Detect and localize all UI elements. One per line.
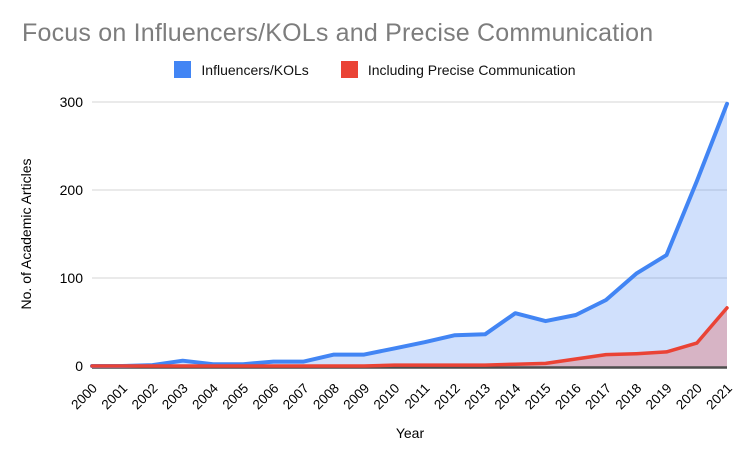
x-tick-label-2009: 2009 [340, 381, 372, 413]
x-tick-label-2010: 2010 [371, 381, 403, 413]
x-tick-label-2003: 2003 [159, 381, 191, 413]
x-tick-label-2004: 2004 [189, 380, 221, 412]
x-axis-title: Year [396, 425, 425, 441]
y-axis-tick-labels: 0 100 200 300 [60, 94, 84, 374]
x-tick-label-2014: 2014 [492, 380, 524, 412]
series-line-blue [90, 101, 729, 368]
series-lines [90, 101, 729, 368]
x-tick-label-2021: 2021 [703, 381, 735, 413]
x-tick-label-2008: 2008 [310, 381, 342, 413]
legend-item-influencers: Influencers/KOLs [174, 61, 309, 78]
x-tick-label-2006: 2006 [250, 381, 282, 413]
legend-item-precise-communication: Including Precise Communication [340, 61, 576, 78]
x-tick-label-2018: 2018 [613, 381, 645, 413]
x-tick-label-2019: 2019 [643, 381, 675, 413]
y-tick-label-100: 100 [60, 270, 84, 286]
x-tick-label-2002: 2002 [129, 381, 161, 413]
x-tick-label-2001: 2001 [99, 381, 131, 413]
series-area-blue [92, 103, 727, 368]
y-tick-label-300: 300 [60, 94, 84, 110]
x-tick-label-2020: 2020 [673, 381, 705, 413]
y-tick-label-0: 0 [75, 358, 83, 374]
x-tick-label-2000: 2000 [68, 381, 100, 413]
legend-label-influencers: Influencers/KOLs [201, 61, 309, 78]
x-tick-label-2007: 2007 [280, 381, 312, 413]
x-tick-label-2012: 2012 [431, 381, 463, 413]
series-area-red [92, 307, 727, 367]
x-axis-tick-labels: 2000200120022003200420052006200720082009… [68, 380, 735, 412]
x-tick-label-2016: 2016 [552, 381, 584, 413]
series-areas [92, 103, 727, 368]
x-tick-label-2011: 2011 [402, 381, 433, 412]
y-tick-label-200: 200 [60, 182, 84, 198]
x-tick-label-2013: 2013 [461, 381, 493, 413]
legend-swatch-red-icon [340, 61, 358, 78]
x-tick-label-2017: 2017 [582, 381, 614, 413]
series-line-red [90, 306, 729, 368]
legend-label-precise-communication: Including Precise Communication [367, 61, 576, 78]
chart-title: Focus on Influencers/KOLs and Precise Co… [22, 19, 654, 47]
x-tick-label-2015: 2015 [522, 381, 554, 413]
gridlines [92, 101, 727, 279]
legend-swatch-blue-icon [174, 61, 192, 78]
y-axis-title: No. of Academic Articles [18, 159, 34, 310]
chart-legend: Influencers/KOLs Including Precise Commu… [0, 61, 750, 78]
x-tick-label-2005: 2005 [219, 381, 251, 413]
